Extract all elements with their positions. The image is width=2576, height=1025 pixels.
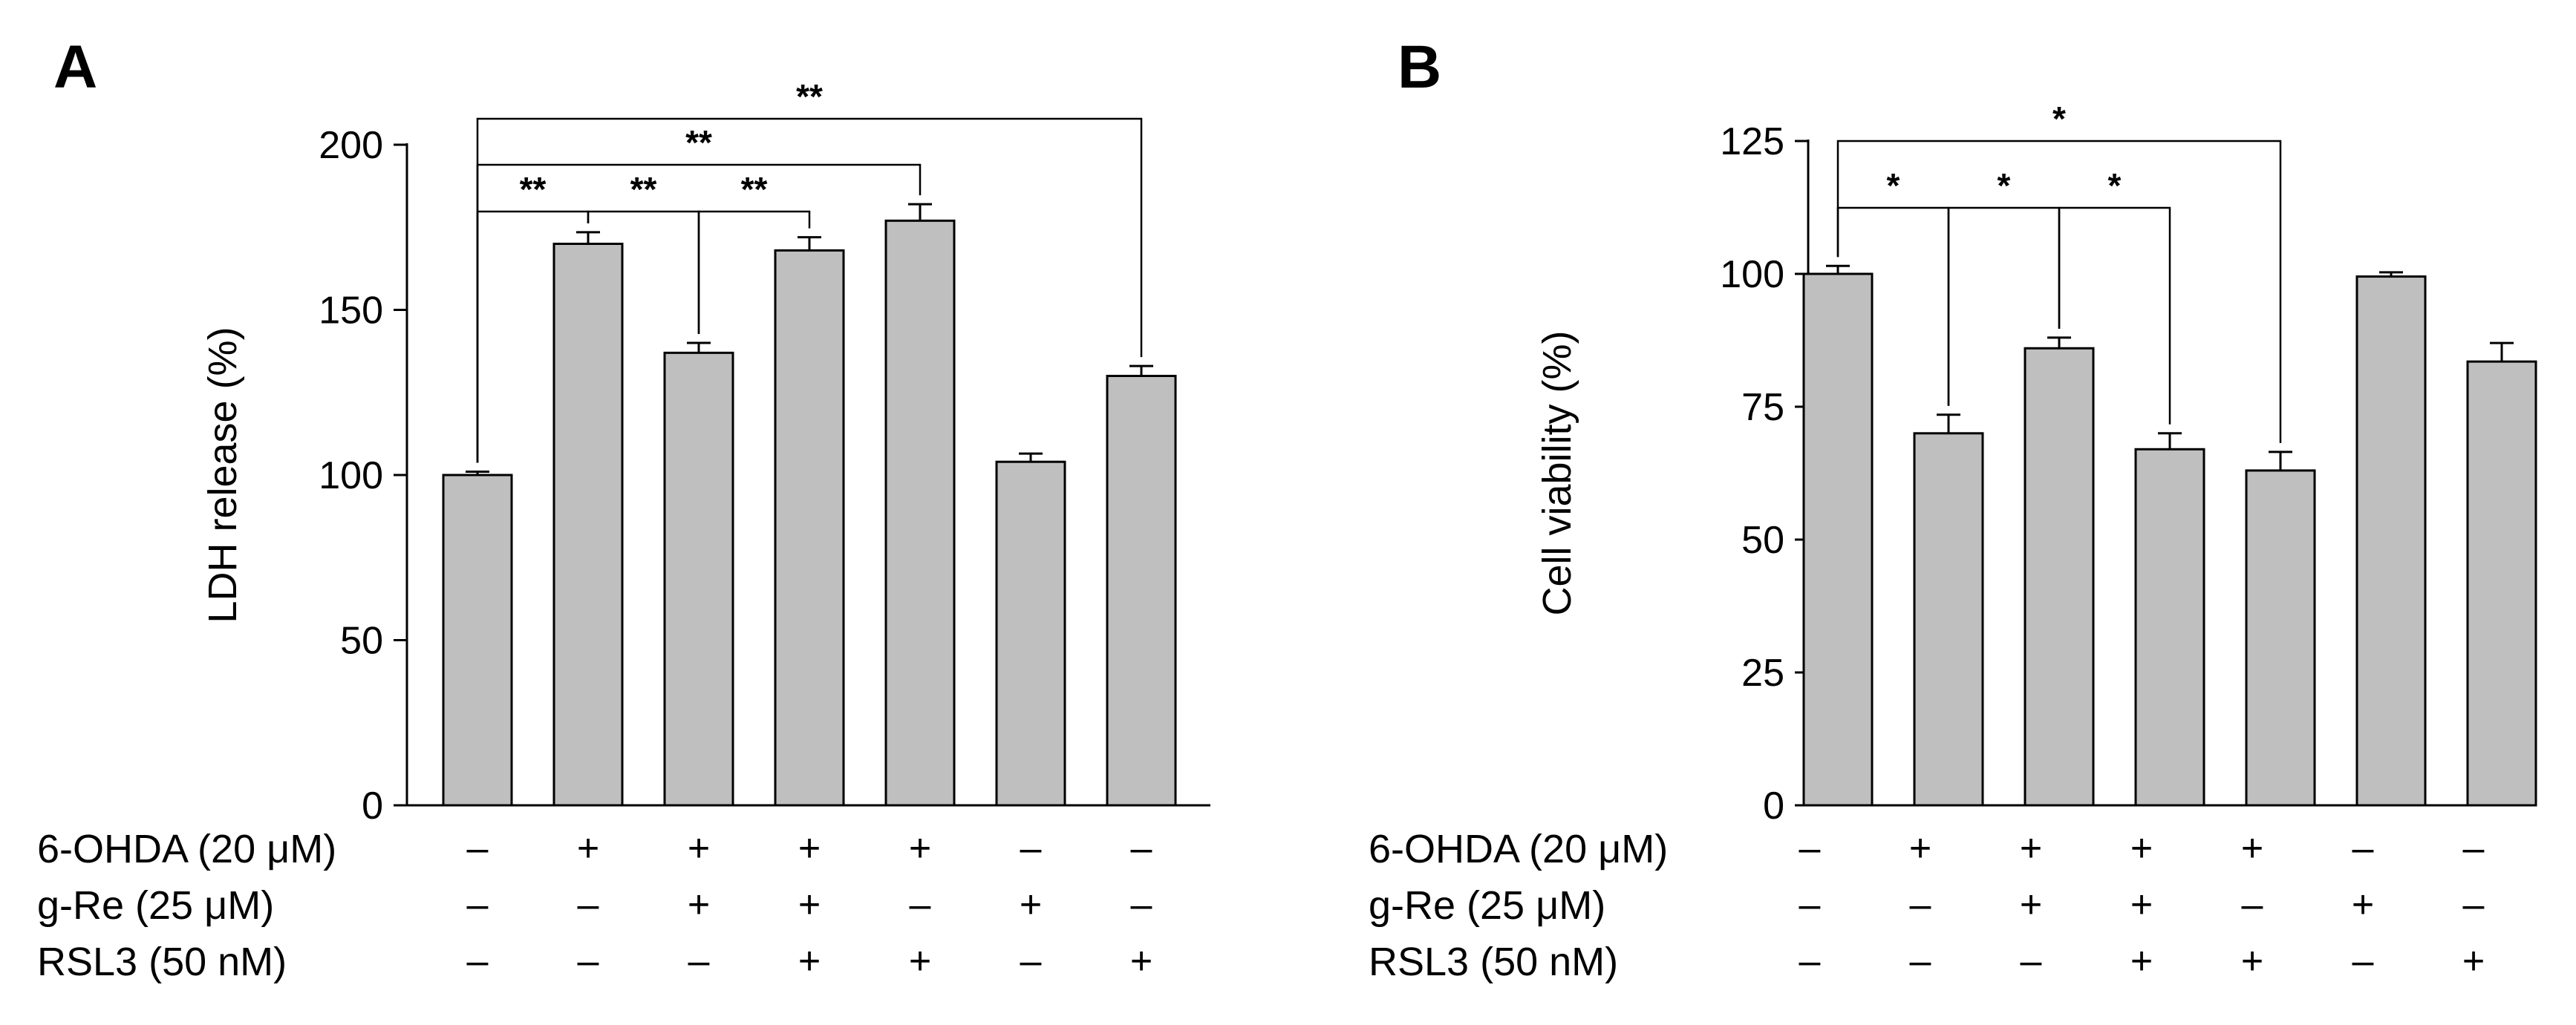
bar	[1802, 272, 1874, 807]
treatment-label: 6-OHDA (20 μM)	[37, 827, 336, 871]
treatment-sign: –	[1020, 940, 1042, 983]
treatment-sign: –	[1799, 940, 1821, 983]
y-tick-label: 100	[319, 454, 383, 497]
bar	[774, 249, 845, 807]
y-tick-label: 100	[1720, 253, 1784, 296]
treatment-label: 6-OHDA (20 μM)	[1369, 827, 1668, 871]
panel-label: A	[53, 33, 97, 101]
treatment-sign: +	[909, 940, 931, 983]
treatment-sign: –	[2021, 940, 2042, 983]
y-tick-label: 75	[1741, 386, 1784, 429]
significance-bracket	[1836, 140, 2282, 443]
bar	[884, 219, 956, 807]
treatment-sign: –	[2463, 883, 2485, 926]
significance-label: **	[685, 123, 712, 162]
significance-label: *	[2052, 99, 2066, 138]
treatment-sign: –	[2352, 940, 2374, 983]
y-tick-label: 25	[1741, 652, 1784, 695]
bar	[2466, 360, 2537, 807]
y-tick-label: 125	[1720, 120, 1784, 163]
bar	[995, 460, 1066, 807]
treatment-sign: –	[467, 940, 489, 983]
bar	[1913, 432, 1984, 807]
treatment-sign: –	[1020, 827, 1042, 870]
treatment-sign: +	[1130, 940, 1152, 983]
bar	[442, 474, 513, 807]
bar	[1106, 375, 1177, 807]
significance-label: *	[2108, 166, 2122, 205]
bar	[663, 351, 734, 807]
treatment-sign: –	[1131, 827, 1152, 870]
y-tick-label: 0	[362, 785, 383, 828]
significance-bracket	[697, 210, 811, 334]
bar	[2134, 448, 2205, 807]
bar	[552, 243, 624, 807]
treatment-sign: –	[2352, 827, 2374, 870]
significance-label: **	[741, 170, 768, 209]
significance-bracket	[476, 117, 1143, 463]
treatment-sign: +	[2462, 940, 2485, 983]
treatment-sign: –	[2463, 827, 2485, 870]
treatment-sign: +	[688, 883, 710, 926]
treatment-sign: +	[798, 940, 821, 983]
treatment-sign: –	[1799, 883, 1821, 926]
treatment-label: RSL3 (50 nM)	[1369, 940, 1618, 984]
treatment-sign: +	[1909, 827, 1931, 870]
treatment-sign: –	[688, 940, 710, 983]
significance-label: *	[1887, 166, 1900, 205]
treatment-sign: –	[467, 883, 489, 926]
significance-label: *	[1998, 166, 2011, 205]
bar	[2024, 347, 2095, 807]
treatment-sign: +	[2130, 940, 2153, 983]
treatment-sign: –	[1910, 940, 1931, 983]
treatment-sign: –	[578, 883, 599, 926]
treatment-sign: +	[2241, 940, 2263, 983]
treatment-sign: –	[467, 827, 489, 870]
treatment-sign: –	[578, 940, 599, 983]
panel-label: B	[1398, 33, 1441, 101]
treatment-sign: –	[1131, 883, 1152, 926]
panel-b: B 0 25 50 75 100 125 Cell viability (%) * * * * 6-OH…	[1369, 33, 2537, 984]
y-axis-label: Cell viability (%)	[1535, 330, 1579, 615]
y-tick-label: 0	[1763, 785, 1784, 828]
y-axis-label: LDH release (%)	[200, 327, 245, 623]
treatment-sign: –	[910, 883, 931, 926]
treatment-sign: –	[1910, 883, 1931, 926]
significance-label: **	[520, 170, 547, 209]
y-tick-label: 150	[319, 289, 383, 333]
y-tick-label: 50	[340, 620, 383, 663]
treatment-sign: +	[2130, 827, 2153, 870]
significance-label: **	[630, 170, 657, 209]
treatment-sign: +	[2020, 883, 2042, 926]
treatment-sign: +	[1020, 883, 1042, 926]
treatment-sign: +	[798, 883, 821, 926]
y-tick-label: 50	[1741, 519, 1784, 562]
treatment-label: g-Re (25 μM)	[1369, 883, 1605, 928]
significance-bracket	[2058, 206, 2171, 425]
y-tick-label: 200	[319, 124, 383, 167]
treatment-sign: –	[1799, 827, 1821, 870]
panel-a: A 0 50 100 150 200 LDH release (%) ** ** ** ** ** 6-…	[37, 33, 1210, 984]
treatment-sign: +	[2241, 827, 2263, 870]
treatment-label: g-Re (25 μM)	[37, 883, 274, 928]
treatment-label: RSL3 (50 nM)	[37, 940, 287, 984]
significance-label: **	[796, 77, 823, 116]
treatment-sign: +	[2352, 883, 2374, 926]
treatment-sign: +	[577, 827, 599, 870]
treatment-sign: +	[2020, 827, 2042, 870]
treatment-sign: +	[688, 827, 710, 870]
treatment-sign: +	[798, 827, 821, 870]
bar	[2245, 469, 2316, 807]
treatment-sign: +	[909, 827, 931, 870]
treatment-sign: –	[2242, 883, 2263, 926]
bar	[2355, 275, 2427, 807]
treatment-sign: +	[2130, 883, 2153, 926]
